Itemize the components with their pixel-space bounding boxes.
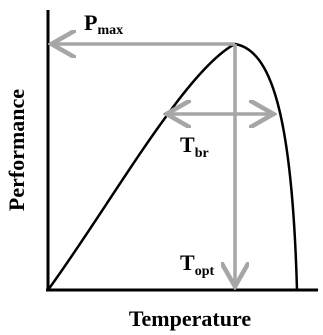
topt-label: Topt [180,250,214,279]
pmax-label: Pmax [84,10,123,38]
x-axis-label: Temperature [129,306,251,331]
topt-label-sub: opt [195,264,215,279]
tbr-label-sub: br [195,146,209,161]
tbr-label: Tbr [180,132,209,161]
tbr-label-main: T [180,132,195,157]
topt-label-main: T [180,250,195,275]
performance-curve [46,42,299,291]
pmax-label-main: P [84,10,97,35]
y-axis-label: Performance [4,89,29,211]
pmax-label-sub: max [97,23,123,38]
